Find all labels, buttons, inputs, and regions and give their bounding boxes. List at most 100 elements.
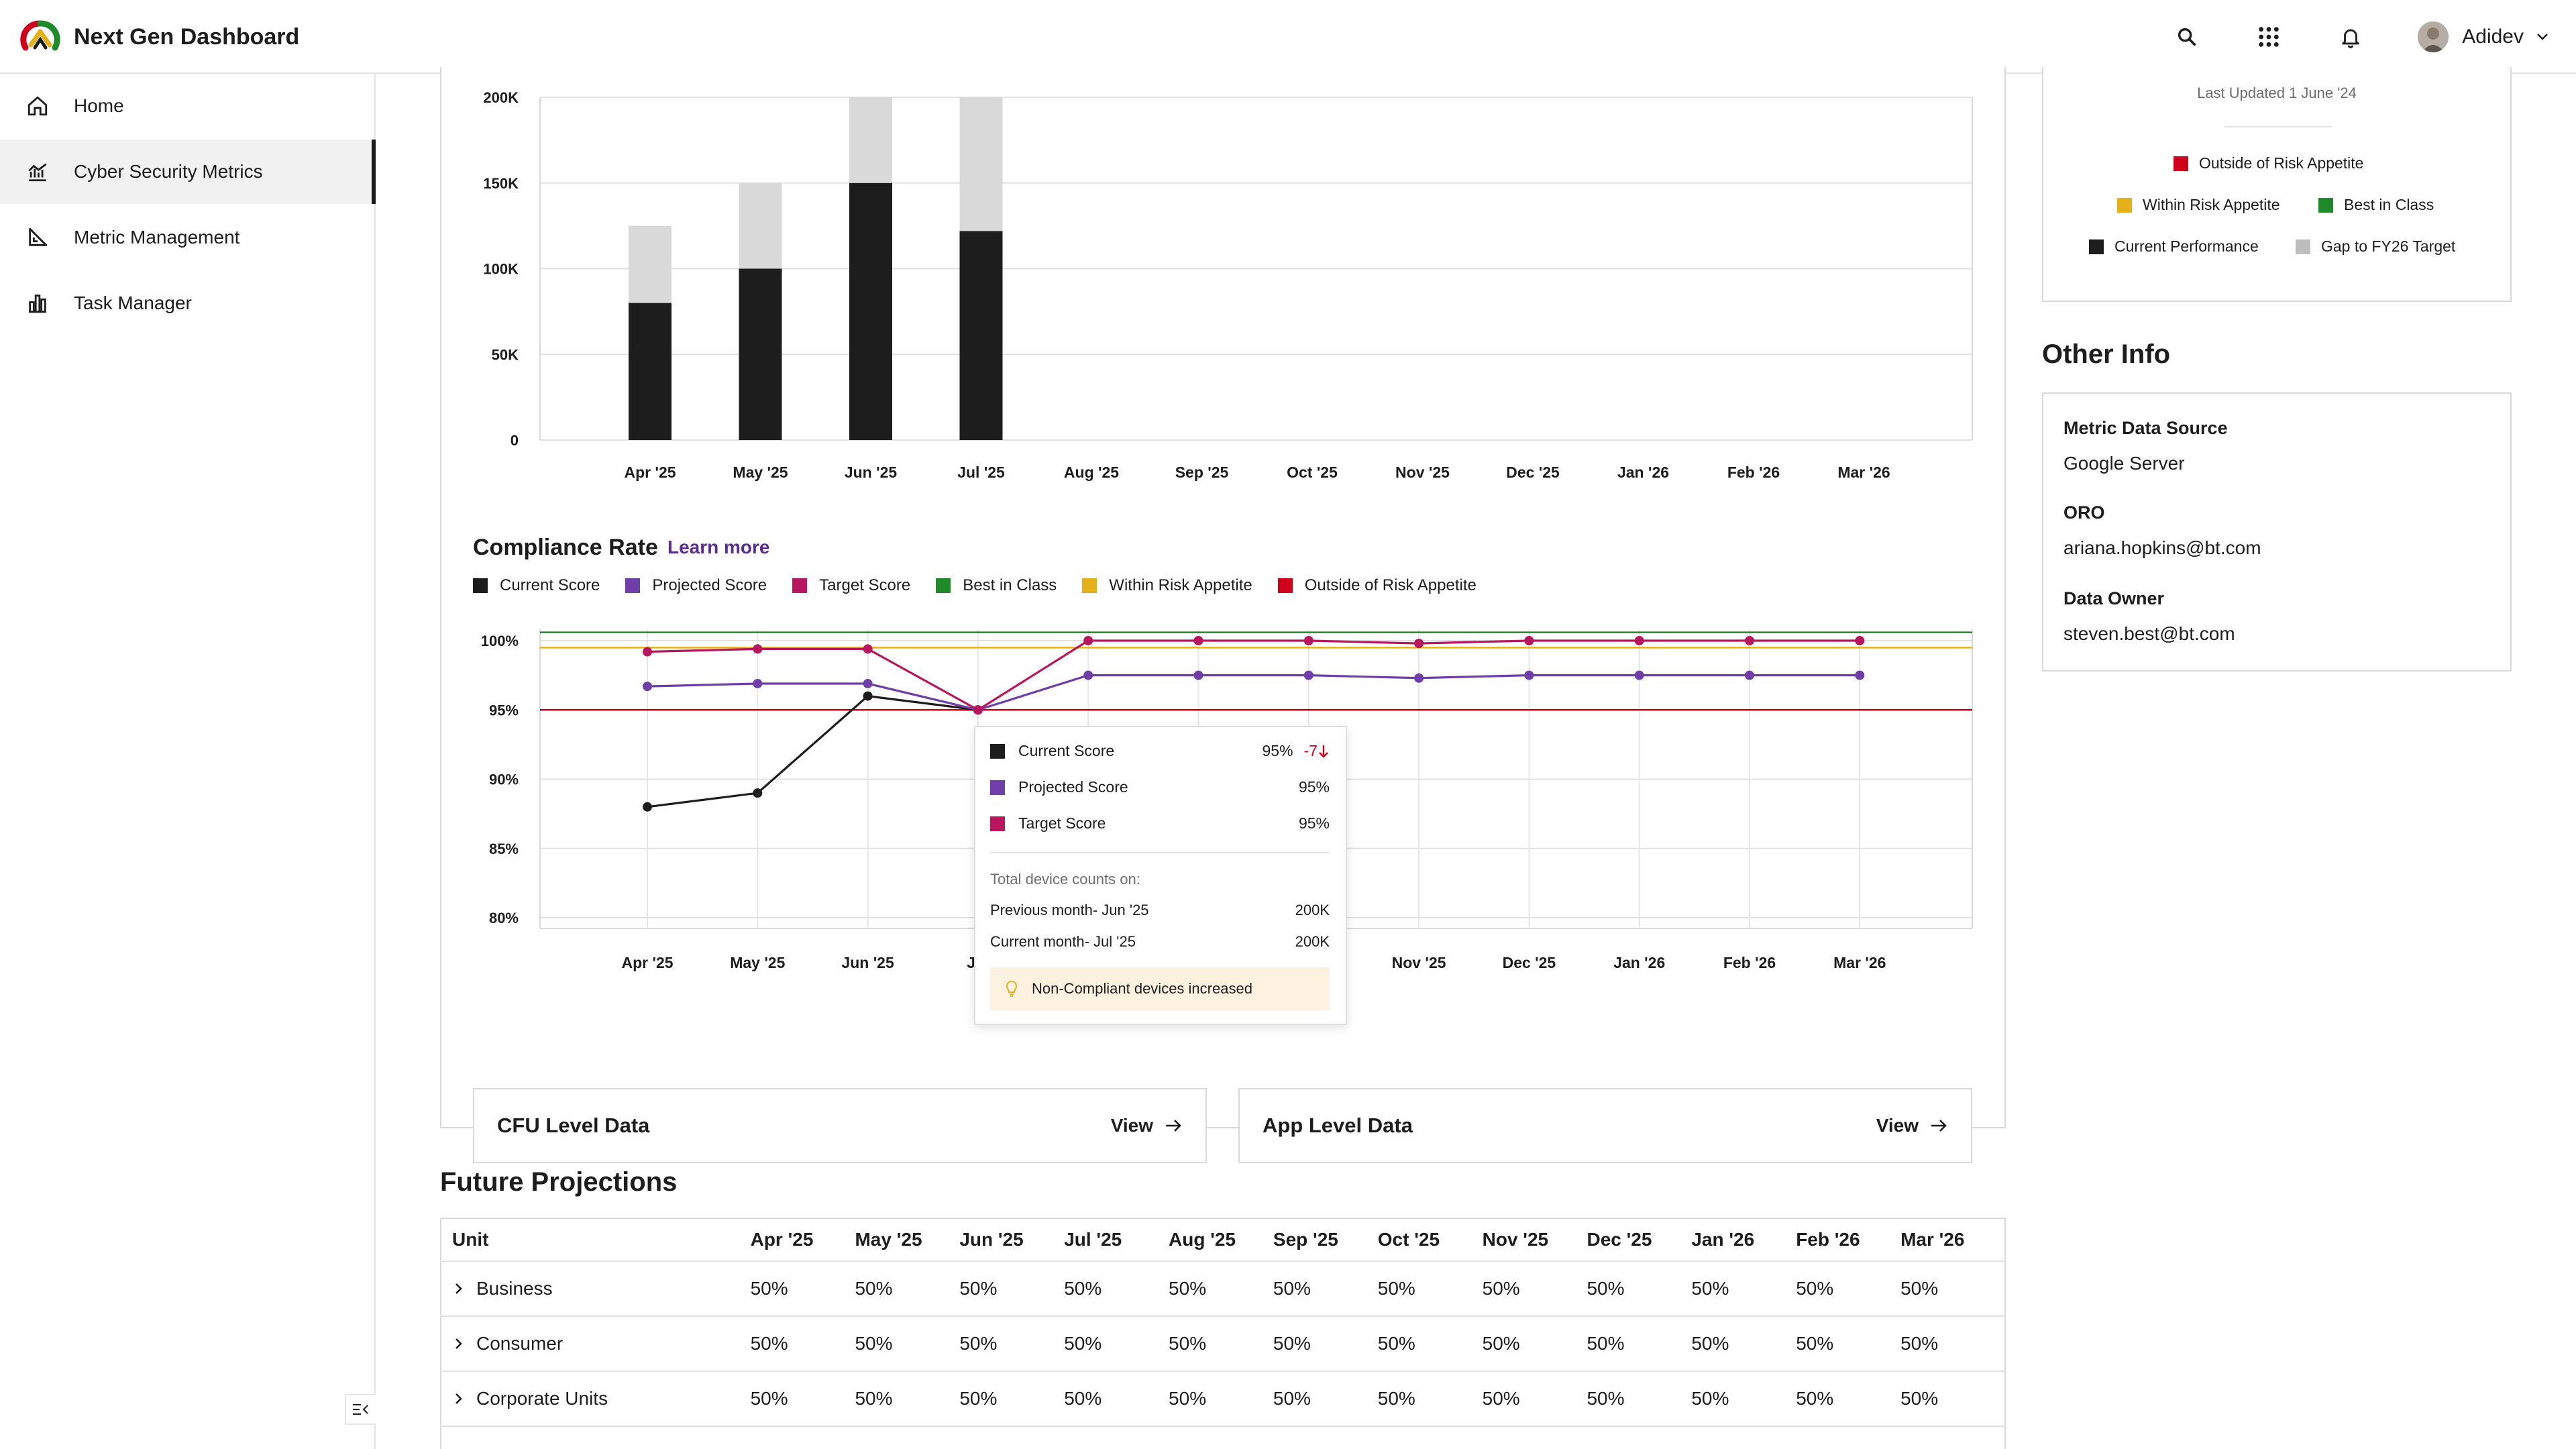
table-row[interactable]: Corporate Units 50% 50% 50% 50% 50% 50% 50% 50% 5…	[441, 1371, 2005, 1427]
cfu-view-button[interactable]: View	[1111, 1115, 1183, 1136]
legend-within-risk[interactable]: Within Risk Appetite	[1082, 576, 1252, 595]
arrow-right-icon	[1931, 1120, 1947, 1132]
sidebar-item-metric-management[interactable]: Metric Management	[0, 205, 376, 270]
search-icon	[2178, 28, 2196, 46]
legend-current-performance: Current Performance	[2089, 237, 2259, 256]
table-cell: 50%	[1377, 1261, 1483, 1317]
learn-more-link[interactable]: Learn more	[667, 537, 770, 557]
sidebar-item-home[interactable]: Home	[0, 74, 376, 138]
table-cell: 50%	[750, 1261, 855, 1317]
y-tick-label: 100K	[483, 261, 519, 278]
user-menu[interactable]: Adidev	[2418, 21, 2549, 52]
series-line-target-score	[647, 639, 1860, 712]
x-tick-label: Aug '25	[1064, 464, 1119, 481]
home-icon	[28, 96, 48, 116]
cfu-level-data-card[interactable]: CFU Level Data View	[473, 1088, 1207, 1163]
lightbulb-icon	[1006, 980, 1018, 997]
unit-cell[interactable]: Corporate Units	[441, 1371, 751, 1427]
column-header-month: Aug '25	[1169, 1218, 1273, 1262]
bar-current-performance	[739, 268, 782, 440]
x-tick-label: Oct '25	[1287, 464, 1338, 481]
table-cell: 50%	[1587, 1371, 1692, 1427]
sidebar-item-task-manager[interactable]: Task Manager	[0, 271, 376, 335]
collapse-sidebar-button[interactable]	[345, 1394, 376, 1425]
series-line-current-score	[647, 694, 979, 808]
table-cell: 50%	[1900, 1371, 2005, 1427]
bar-current-performance	[849, 182, 892, 440]
data-point	[643, 682, 652, 692]
x-tick-label: May '25	[730, 954, 785, 971]
app-view-button[interactable]: View	[1876, 1115, 1948, 1136]
unit-label: Business	[476, 1278, 553, 1299]
bar-current-performance	[959, 231, 1003, 440]
column-header-month: Jan '26	[1691, 1218, 1796, 1262]
x-tick-label: Jun '25	[841, 954, 894, 971]
collapse-icon	[353, 1404, 368, 1415]
delta-badge: -7	[1304, 742, 1330, 760]
x-tick-label: Apr '25	[624, 464, 676, 481]
table-cell: 50%	[1900, 1261, 2005, 1317]
data-point	[643, 647, 652, 657]
chevron-right-icon[interactable]	[453, 1336, 464, 1351]
data-point	[1193, 636, 1203, 645]
column-header-month: Oct '25	[1377, 1218, 1483, 1262]
y-tick-label: 100%	[481, 633, 519, 649]
card-title: CFU Level Data	[497, 1114, 650, 1137]
search-button[interactable]	[2167, 17, 2207, 57]
data-point	[1414, 639, 1424, 649]
table-cell: 50%	[1796, 1371, 1901, 1427]
data-point	[1634, 670, 1644, 680]
chevron-right-icon[interactable]	[453, 1281, 464, 1296]
bell-icon	[2342, 29, 2360, 48]
table-cell: 50%	[1273, 1316, 1378, 1372]
unit-cell[interactable]: Business	[441, 1261, 751, 1317]
bar-gap-to-target	[739, 182, 782, 269]
data-point	[1083, 636, 1093, 645]
source-value: Google Server	[2063, 453, 2185, 474]
y-tick-label: 0	[511, 432, 519, 449]
bar-gap-to-target	[629, 225, 672, 303]
table-cell: 50%	[1691, 1371, 1796, 1427]
legend-best-in-class[interactable]: Best in Class	[936, 576, 1057, 595]
top-header: Next Gen Dashboard Adidev	[0, 0, 2576, 74]
notifications-button[interactable]	[2330, 17, 2371, 57]
legend-target-score[interactable]: Target Score	[792, 576, 910, 595]
table-cell: 50%	[1377, 1371, 1483, 1427]
column-header-unit: Unit	[441, 1218, 751, 1262]
unit-cell[interactable]: Consumer	[441, 1316, 751, 1372]
projections-table: Unit Apr '25 May '25 Jun '25 Jul '25 Aug '25 S…	[440, 1218, 2006, 1449]
y-tick-label: 150K	[483, 175, 519, 192]
table-row[interactable]: Consumer 50% 50% 50% 50% 50% 50% 50% 50% 50% 50% 50…	[441, 1316, 2005, 1372]
owner-label: Data Owner	[2063, 588, 2165, 608]
legend-within-risk: Within Risk Appetite	[2117, 196, 2280, 214]
legend-outside-risk[interactable]: Outside of Risk Appetite	[1277, 576, 1477, 595]
apps-button[interactable]	[2249, 17, 2289, 57]
legend-current-score[interactable]: Current Score	[473, 576, 600, 595]
y-tick-label: 95%	[489, 702, 519, 718]
x-tick-label: Nov '25	[1395, 464, 1450, 481]
table-cell: 50%	[1169, 1316, 1273, 1372]
data-point	[753, 788, 763, 798]
table-cell: 50%	[855, 1371, 960, 1427]
x-tick-label: Mar '26	[1833, 954, 1886, 971]
series-line-projected-score	[647, 674, 1860, 711]
avatar	[2418, 21, 2449, 52]
brand[interactable]: Next Gen Dashboard	[20, 18, 299, 56]
table-cell: 50%	[1900, 1316, 2005, 1372]
table-row[interactable]: Business 50% 50% 50% 50% 50% 50% 50% 50% 50% 50% 50…	[441, 1261, 2005, 1317]
data-point	[1745, 636, 1754, 645]
table-cell: 50%	[1273, 1261, 1378, 1317]
data-point	[1855, 670, 1865, 680]
bar-gap-to-target	[959, 97, 1003, 231]
bar-icon	[29, 294, 46, 313]
chevron-right-icon[interactable]	[453, 1391, 464, 1406]
tooltip-target-row: Target Score 95%	[990, 814, 1330, 833]
legend-projected-score[interactable]: Projected Score	[625, 576, 767, 595]
sidebar-item-cyber-security-metrics[interactable]: Cyber Security Metrics	[0, 140, 376, 204]
table-cell: 50%	[1796, 1261, 1901, 1317]
compliance-title: Compliance Rate	[473, 535, 658, 560]
data-point	[1524, 636, 1534, 645]
data-point	[643, 802, 652, 812]
app-title: Next Gen Dashboard	[74, 23, 300, 50]
app-level-data-card[interactable]: App Level Data View	[1238, 1088, 1972, 1163]
